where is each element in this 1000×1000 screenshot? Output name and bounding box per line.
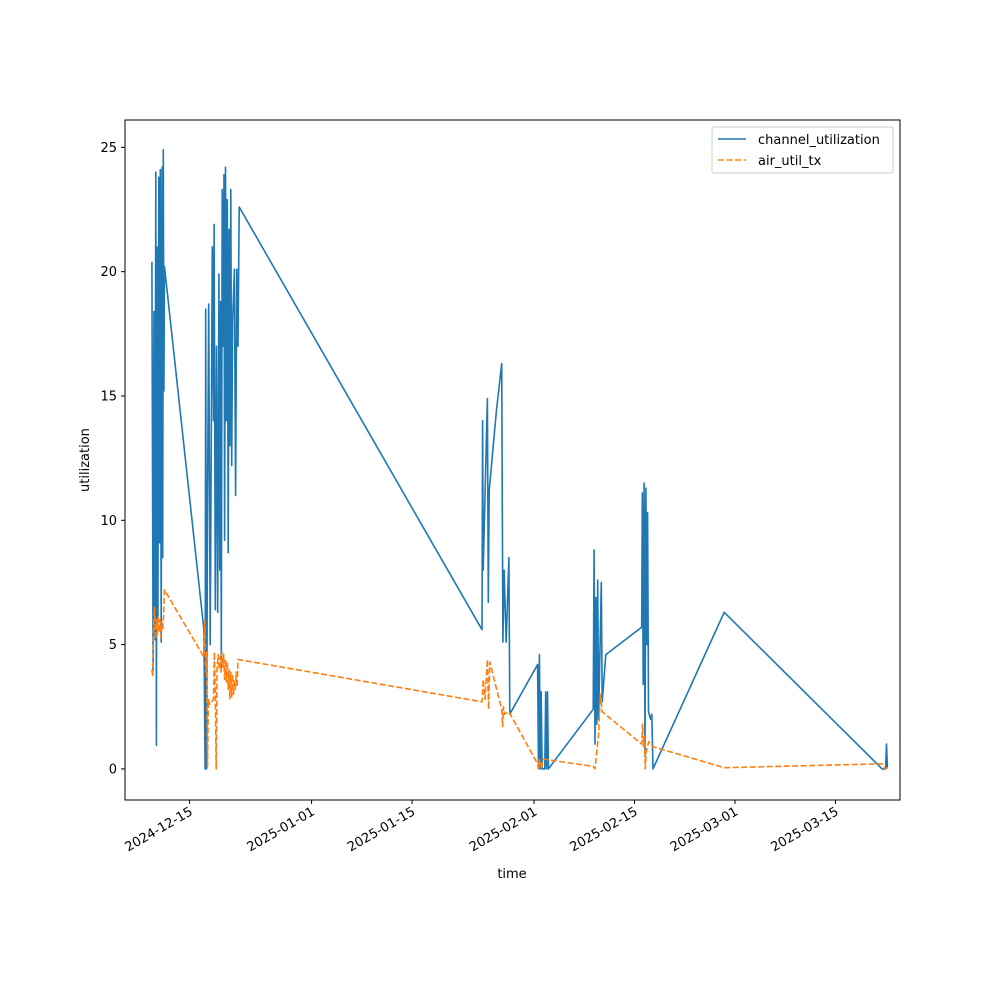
plot-frame [124, 119, 901, 801]
y-tick-label: 10 [100, 514, 117, 529]
y-axis-ticks: 0 5 10 15 20 25 [100, 141, 125, 777]
x-axis-label: time [497, 867, 526, 882]
y-tick-label: 5 [109, 638, 117, 653]
series-line-air-util-tx [151, 589, 888, 770]
y-tick-label: 0 [109, 762, 117, 777]
legend: channel_utilization air_util_tx [711, 126, 894, 174]
y-axis-label: utilization [78, 428, 93, 492]
legend-label-channel-utilization: channel_utilization [758, 133, 880, 148]
legend-frame [711, 126, 894, 174]
legend-label-air-util-tx: air_util_tx [758, 154, 822, 169]
plot-lines [151, 149, 889, 770]
y-tick-label: 25 [100, 141, 117, 156]
y-tick-label: 20 [100, 265, 117, 280]
y-tick-label: 15 [100, 389, 117, 404]
